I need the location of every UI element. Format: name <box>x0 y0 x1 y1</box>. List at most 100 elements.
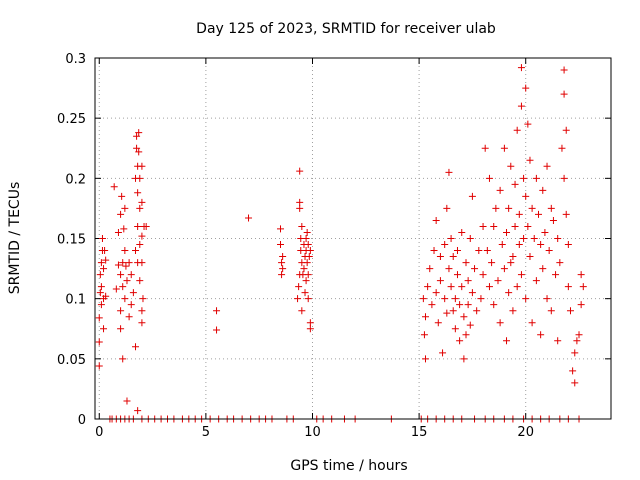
data-point-plus <box>552 271 560 279</box>
data-point-plus <box>245 214 253 222</box>
data-point-plus <box>485 174 493 182</box>
x-tick-label: 0 <box>95 425 103 440</box>
data-point-plus <box>117 325 125 333</box>
data-point-plus <box>441 295 449 303</box>
data-point-plus <box>102 292 110 300</box>
data-point-plus <box>539 186 547 194</box>
data-point-plus <box>428 301 436 309</box>
data-point-plus <box>526 253 534 261</box>
data-point-plus <box>537 331 545 339</box>
data-point-plus <box>96 271 104 279</box>
data-point-plus <box>532 277 540 285</box>
data-point-plus <box>490 222 498 230</box>
data-point-plus <box>95 314 103 322</box>
data-point-plus <box>118 192 126 200</box>
data-point-plus <box>520 235 528 242</box>
data-point-plus <box>419 295 427 303</box>
data-point-plus <box>295 283 303 291</box>
data-point-plus <box>545 247 553 255</box>
data-point-plus <box>112 285 120 293</box>
data-point-plus <box>304 295 312 303</box>
data-point-plus <box>432 216 440 224</box>
data-point-plus <box>420 331 428 339</box>
data-point-plus <box>488 259 496 267</box>
data-point-plus <box>97 283 105 291</box>
data-point-plus <box>490 301 498 309</box>
data-points <box>95 64 587 423</box>
data-point-plus <box>277 241 285 249</box>
data-point-plus <box>503 337 511 345</box>
data-point-plus <box>441 241 449 249</box>
data-point-plus <box>303 228 311 236</box>
data-point-plus <box>110 183 118 191</box>
data-point-plus <box>520 174 528 182</box>
data-point-plus <box>95 338 103 346</box>
x-axis-label: GPS time / hours <box>290 458 407 474</box>
data-point-plus <box>120 225 128 233</box>
y-tick-label: 0.05 <box>57 353 86 368</box>
x-tick-label: 5 <box>202 425 210 440</box>
data-point-plus <box>471 265 479 273</box>
data-point-plus <box>466 235 474 242</box>
data-point-plus <box>304 241 312 249</box>
data-point-plus <box>505 289 513 297</box>
data-point-plus <box>436 253 444 261</box>
data-point-plus <box>517 102 525 110</box>
data-point-plus <box>125 259 133 267</box>
data-point-plus <box>558 144 566 152</box>
data-point-plus <box>477 295 485 303</box>
data-point-plus <box>528 319 536 327</box>
data-point-plus <box>522 295 530 303</box>
y-tick-label: 0.3 <box>65 52 86 67</box>
data-point-plus <box>445 168 453 176</box>
data-point-plus <box>134 407 142 415</box>
data-point-plus <box>562 126 570 134</box>
data-point-plus <box>213 307 221 315</box>
data-point-plus <box>498 241 506 249</box>
data-point-plus <box>451 325 459 333</box>
data-point-plus <box>541 228 549 236</box>
data-point-plus <box>562 210 570 218</box>
data-point-plus <box>466 321 474 329</box>
data-point-plus <box>571 349 579 357</box>
data-point-plus <box>138 307 146 315</box>
data-point-plus <box>278 259 286 267</box>
data-point-plus <box>507 259 515 267</box>
data-point-plus <box>464 301 472 309</box>
data-point-plus <box>579 283 587 291</box>
data-point-plus <box>133 144 141 152</box>
data-point-plus <box>117 271 125 279</box>
data-point-plus <box>458 228 466 236</box>
data-point-plus <box>117 307 125 315</box>
data-point-plus <box>139 295 147 303</box>
data-point-plus <box>121 295 129 303</box>
data-point-plus <box>134 189 142 197</box>
data-point-plus <box>513 126 521 134</box>
data-point-plus <box>114 228 122 236</box>
data-point-plus <box>453 271 461 279</box>
data-point-plus <box>473 307 481 315</box>
data-point-plus <box>554 337 562 345</box>
data-point-plus <box>296 167 304 175</box>
data-point-plus <box>306 247 314 255</box>
data-point-plus <box>123 277 131 285</box>
data-point-plus <box>100 325 108 333</box>
data-point-plus <box>304 271 312 279</box>
data-point-plus <box>503 228 511 236</box>
data-point-plus <box>278 271 286 279</box>
data-point-plus <box>294 295 302 303</box>
data-point-plus <box>136 174 144 182</box>
data-point-plus <box>138 319 146 327</box>
x-tick-label: 10 <box>304 425 321 440</box>
data-point-plus <box>424 283 432 291</box>
data-point-plus <box>279 265 287 273</box>
data-point-plus <box>560 90 568 98</box>
data-point-plus <box>560 66 568 74</box>
data-point-plus <box>119 355 127 363</box>
data-point-plus <box>451 295 459 303</box>
data-point-plus <box>511 222 519 230</box>
data-point-plus <box>543 295 551 303</box>
data-point-plus <box>426 265 434 273</box>
x-tick-label: 15 <box>411 425 428 440</box>
data-point-plus <box>119 283 127 291</box>
